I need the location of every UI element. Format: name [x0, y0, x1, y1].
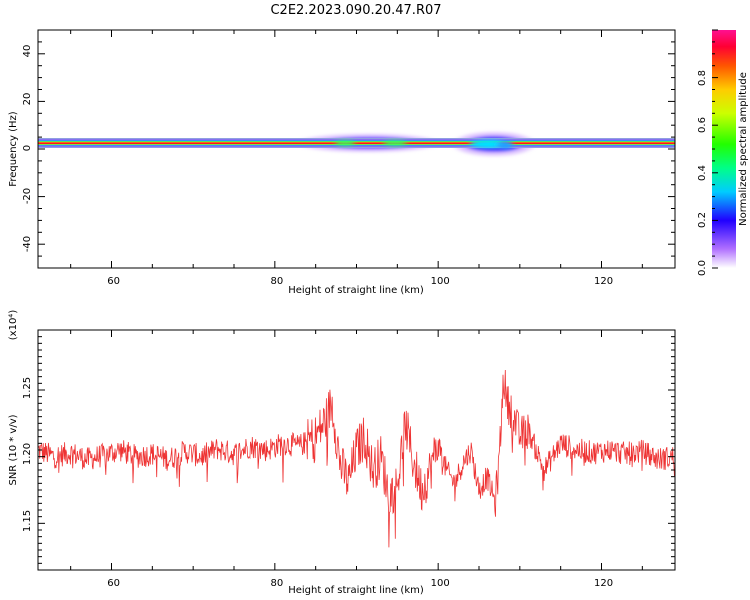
x-tick-label-bottom-80: 80: [271, 578, 284, 589]
colorbar-tick-0.8: 0.8: [697, 70, 708, 86]
colorbar-tick-0.4: 0.4: [697, 165, 708, 181]
x-tick-label-top-60: 60: [107, 276, 120, 287]
spectrogram-image: [38, 132, 675, 156]
y-tick-label-minus20: -20: [22, 188, 33, 204]
y-tick-label-1.20: 1.20: [22, 443, 33, 465]
bottom-x-axis-label: Height of straight line (km): [288, 585, 424, 596]
x-tick-label-top-120: 120: [594, 276, 613, 287]
spectrogram-panel: 60 80 100 120 40 20 0 -20 -40 Height of …: [8, 29, 676, 296]
top-y-axis-label: Frequency (Hz): [8, 111, 19, 187]
x-tick-label-bottom-120: 120: [594, 578, 613, 589]
y-tick-label-40: 40: [22, 45, 33, 58]
band-red: [38, 142, 675, 144]
band-dropout-2: [470, 140, 513, 149]
bottom-y-axis-label: SNR (10 * v/v): [8, 414, 19, 485]
x-tick-label-bottom-100: 100: [431, 578, 450, 589]
colorbar-tick-0.2: 0.2: [697, 212, 708, 228]
y-tick-label-0: 0: [22, 145, 33, 151]
top-x-axis-label: Height of straight line (km): [288, 285, 424, 296]
figure-title: C2E2.2023.090.20.47.R07: [270, 3, 441, 18]
y-tick-label-1.25: 1.25: [22, 377, 33, 399]
snr-ticks: [38, 329, 675, 571]
colorbar: 0.0 0.2 0.4 0.6 0.8 Normalized spectral …: [697, 29, 749, 276]
snr-panel: 60 80 100 120 1.15 1.20 1.25 (x10⁴) Heig…: [8, 310, 676, 596]
colorbar-gradient: [712, 30, 736, 268]
x-tick-label-bottom-60: 60: [107, 578, 120, 589]
y-tick-label-minus40: -40: [22, 236, 33, 252]
snr-plot-area: [38, 369, 675, 548]
x-tick-label-top-80: 80: [271, 276, 284, 287]
y-tick-label-20: 20: [22, 93, 33, 106]
y-tick-label-1.15: 1.15: [22, 510, 33, 532]
band-dropout-1: [335, 140, 407, 146]
colorbar-tick-0.0: 0.0: [697, 260, 708, 276]
colorbar-tick-0.6: 0.6: [697, 117, 708, 133]
snr-series-line: [38, 369, 675, 548]
snr-y-multiplier: (x10⁴): [8, 310, 19, 341]
colorbar-ticks: [712, 29, 718, 269]
colorbar-label: Normalized spectral amplitude: [738, 72, 749, 226]
x-tick-label-top-100: 100: [431, 276, 450, 287]
spectrogram-ticks: [38, 29, 675, 269]
